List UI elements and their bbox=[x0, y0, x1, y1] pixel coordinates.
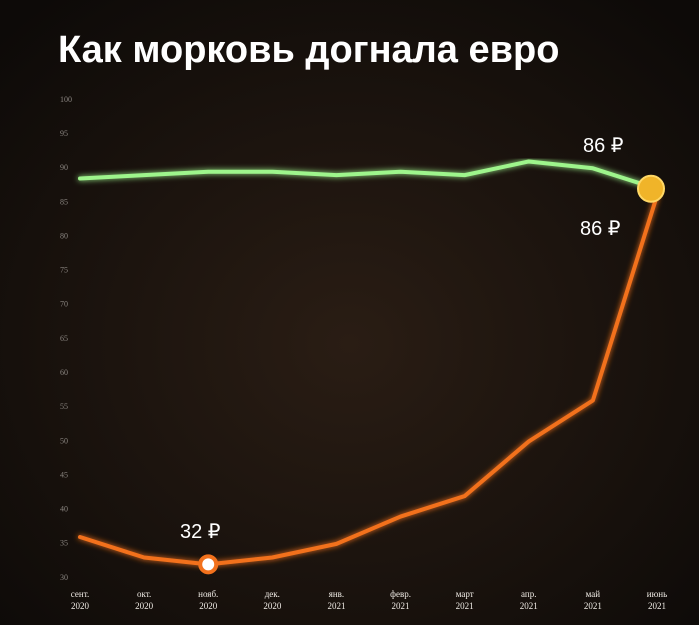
y-tick-label: 85 bbox=[60, 197, 68, 206]
y-tick-label: 75 bbox=[60, 266, 68, 275]
point-marker bbox=[198, 554, 219, 575]
x-tick-label: 2020 bbox=[135, 601, 154, 611]
x-tick-label: апр. bbox=[521, 589, 536, 599]
y-tick-label: 65 bbox=[60, 334, 68, 343]
x-tick-label: янв. bbox=[329, 589, 344, 599]
y-tick-label: 30 bbox=[60, 573, 68, 582]
y-tick-label: 100 bbox=[60, 95, 72, 104]
y-tick-label: 80 bbox=[60, 231, 68, 240]
x-tick-label: 2021 bbox=[327, 601, 345, 611]
annotation: 86 ₽ bbox=[583, 135, 624, 157]
x-tick-label: 2021 bbox=[456, 601, 474, 611]
y-tick-label: 60 bbox=[60, 368, 68, 377]
y-tick-label: 35 bbox=[60, 539, 68, 548]
coin-marker bbox=[637, 174, 665, 203]
annotation: 32 ₽ bbox=[180, 521, 221, 543]
x-tick-label: июнь bbox=[647, 589, 667, 599]
x-tick-label: май bbox=[586, 589, 601, 599]
y-tick-label: 40 bbox=[60, 505, 68, 514]
annotation: 86 ₽ bbox=[580, 218, 621, 240]
y-tick-label: 70 bbox=[60, 300, 68, 309]
line bbox=[78, 159, 659, 191]
y-tick-label: 50 bbox=[60, 436, 68, 445]
y-tick-label: 55 bbox=[60, 402, 68, 411]
x-tick-label: дек. bbox=[265, 589, 280, 599]
x-tick-label: окт. bbox=[137, 589, 151, 599]
x-tick-label: 2020 bbox=[263, 601, 282, 611]
x-tick-label: 2021 bbox=[520, 601, 538, 611]
x-tick-label: 2021 bbox=[392, 601, 410, 611]
x-tick-label: нояб. bbox=[198, 589, 218, 599]
x-tick-label: февр. bbox=[390, 589, 411, 599]
x-tick-label: 2020 bbox=[71, 601, 90, 611]
x-tick-label: 2021 bbox=[648, 601, 666, 611]
x-tick-label: 2021 bbox=[584, 601, 602, 611]
y-tick-label: 90 bbox=[60, 163, 68, 172]
line bbox=[78, 193, 659, 567]
chart-title: Как морковь догнала евро bbox=[58, 29, 559, 71]
y-tick-label: 45 bbox=[60, 470, 68, 479]
y-tick-label: 95 bbox=[60, 129, 68, 138]
x-tick-label: март bbox=[456, 589, 474, 599]
x-tick-label: сент. bbox=[71, 589, 89, 599]
x-tick-label: 2020 bbox=[199, 601, 218, 611]
